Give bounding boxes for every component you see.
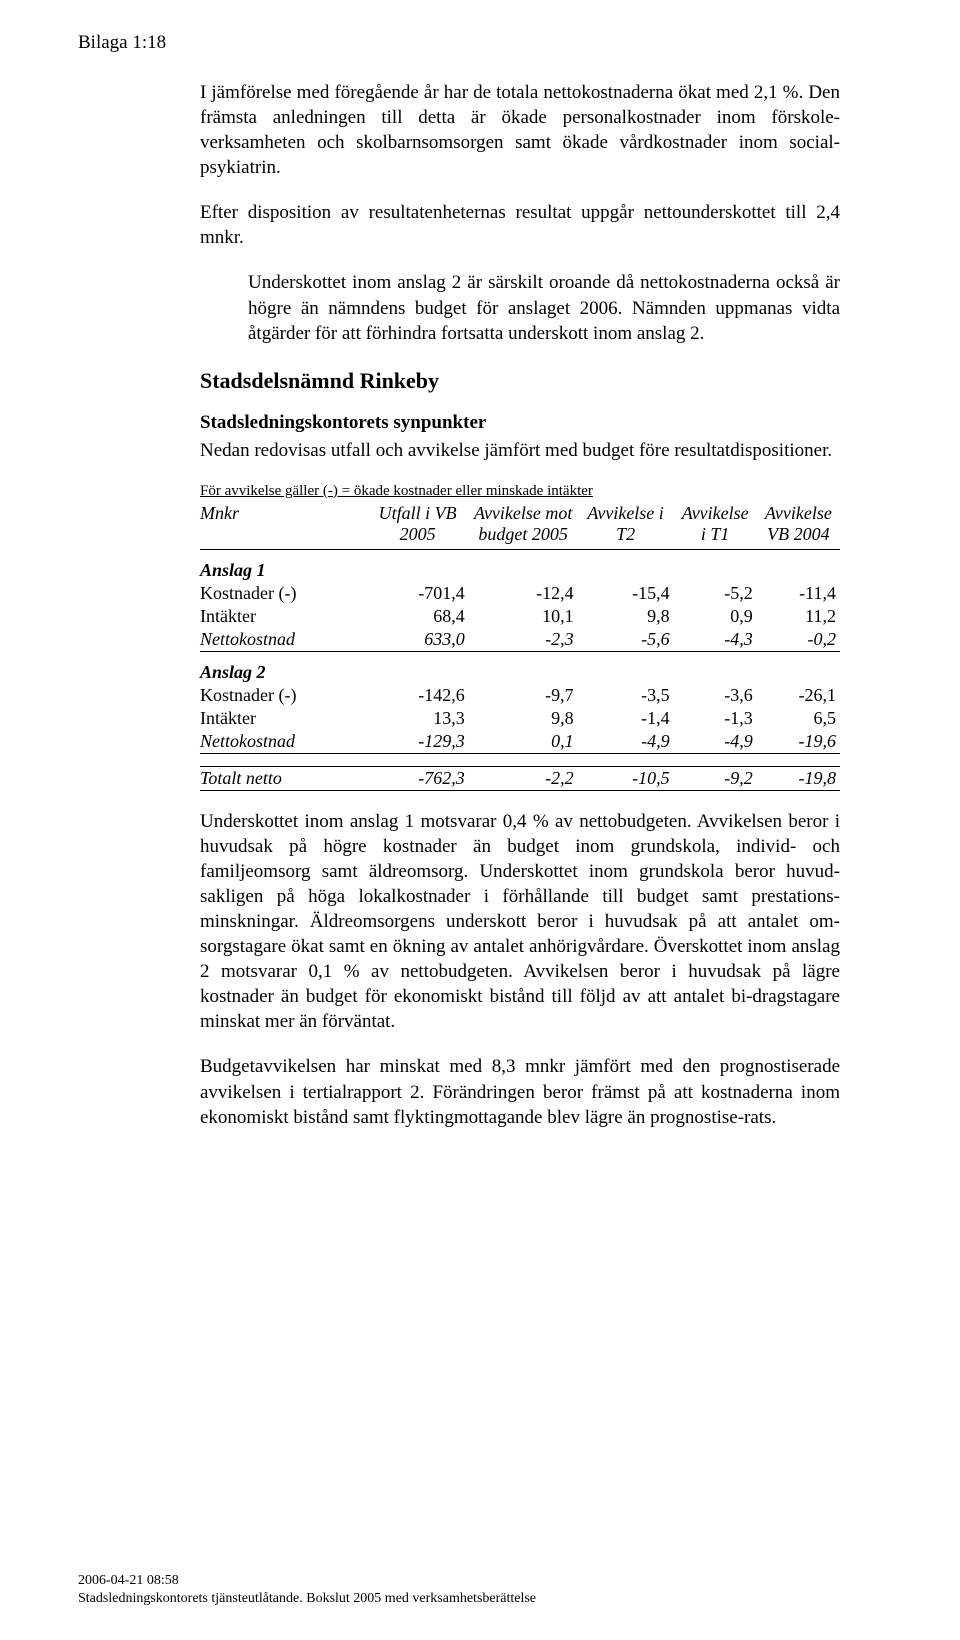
footer-timestamp: 2006-04-21 08:58 xyxy=(78,1572,536,1590)
footer-source: Stadsledningskontorets tjänsteutlåtande.… xyxy=(78,1590,536,1608)
cell: 11,2 xyxy=(757,605,840,628)
cell: 9,8 xyxy=(469,707,578,730)
section-title: Stadsdelsnämnd Rinkeby xyxy=(200,368,840,394)
footer: 2006-04-21 08:58 Stadsledningskontorets … xyxy=(78,1572,536,1608)
cell: -19,6 xyxy=(757,730,840,754)
cell: -10,5 xyxy=(578,766,674,790)
cell: -1,3 xyxy=(674,707,757,730)
cell: -0,2 xyxy=(757,628,840,652)
table-row: Intäkter 68,4 10,1 9,8 0,9 11,2 xyxy=(200,605,840,628)
paragraph-b: Budgetavvikelsen har minskat med 8,3 mnk… xyxy=(200,1054,840,1129)
row-label: Intäkter xyxy=(200,605,366,628)
indented-paragraph: Underskottet inom anslag 2 är särskilt o… xyxy=(200,270,840,345)
subheading: Stadsledningskontorets synpunkter xyxy=(200,412,840,434)
intro-paragraph: Nedan redovisas utfall och avvikelse jäm… xyxy=(200,438,840,463)
table-caption: För avvikelse gäller (-) = ökade kostnad… xyxy=(200,483,840,500)
cell: -11,4 xyxy=(757,582,840,605)
cell: -3,5 xyxy=(578,684,674,707)
cell: -4,9 xyxy=(578,730,674,754)
cell: -9,7 xyxy=(469,684,578,707)
table-row: Intäkter 13,3 9,8 -1,4 -1,3 6,5 xyxy=(200,707,840,730)
cell: 0,9 xyxy=(674,605,757,628)
header-avv-budget: Avvikelse mot budget 2005 xyxy=(469,502,578,550)
cell: -15,4 xyxy=(578,582,674,605)
cell: -762,3 xyxy=(366,766,468,790)
group2-label-row: Anslag 2 xyxy=(200,651,840,684)
cell: -5,2 xyxy=(674,582,757,605)
table-header: Mnkr Utfall i VB 2005 Avvikelse mot budg… xyxy=(200,502,840,550)
bilaga-label: Bilaga 1:18 xyxy=(78,32,166,54)
row-label: Nettokostnad xyxy=(200,730,366,754)
total-row: Totalt netto -762,3 -2,2 -10,5 -9,2 -19,… xyxy=(200,766,840,790)
financial-table: Mnkr Utfall i VB 2005 Avvikelse mot budg… xyxy=(200,502,840,791)
row-label: Intäkter xyxy=(200,707,366,730)
cell: -2,2 xyxy=(469,766,578,790)
header-avv-t1: Avvikelse i T1 xyxy=(674,502,757,550)
group1-label-row: Anslag 1 xyxy=(200,549,840,582)
paragraph-1: I jämförelse med föregående år har de to… xyxy=(200,80,840,180)
group1-label: Anslag 1 xyxy=(200,549,366,582)
cell: -701,4 xyxy=(366,582,468,605)
cell: -5,6 xyxy=(578,628,674,652)
total-label: Totalt netto xyxy=(200,766,366,790)
cell: -9,2 xyxy=(674,766,757,790)
cell: 10,1 xyxy=(469,605,578,628)
group1-netto-row: Nettokostnad 633,0 -2,3 -5,6 -4,3 -0,2 xyxy=(200,628,840,652)
row-label: Kostnader (-) xyxy=(200,582,366,605)
cell: -2,3 xyxy=(469,628,578,652)
cell: 13,3 xyxy=(366,707,468,730)
cell: -142,6 xyxy=(366,684,468,707)
group2-netto-row: Nettokostnad -129,3 0,1 -4,9 -4,9 -19,6 xyxy=(200,730,840,754)
cell: 68,4 xyxy=(366,605,468,628)
header-avv-vb2004: Avvikelse VB 2004 xyxy=(757,502,840,550)
group2-label: Anslag 2 xyxy=(200,651,366,684)
table-row: Kostnader (-) -142,6 -9,7 -3,5 -3,6 -26,… xyxy=(200,684,840,707)
row-label: Nettokostnad xyxy=(200,628,366,652)
cell: -3,6 xyxy=(674,684,757,707)
header-mnkr: Mnkr xyxy=(200,502,366,550)
cell: 9,8 xyxy=(578,605,674,628)
cell: -4,3 xyxy=(674,628,757,652)
header-avv-t2: Avvikelse i T2 xyxy=(578,502,674,550)
cell: -12,4 xyxy=(469,582,578,605)
cell: 0,1 xyxy=(469,730,578,754)
spacer-row xyxy=(200,753,840,766)
header-utfall: Utfall i VB 2005 xyxy=(366,502,468,550)
cell: 6,5 xyxy=(757,707,840,730)
row-label: Kostnader (-) xyxy=(200,684,366,707)
paragraph-2: Efter disposition av resultatenheternas … xyxy=(200,200,840,250)
cell: -1,4 xyxy=(578,707,674,730)
table-row: Kostnader (-) -701,4 -12,4 -15,4 -5,2 -1… xyxy=(200,582,840,605)
cell: -26,1 xyxy=(757,684,840,707)
page: Bilaga 1:18 I jämförelse med föregående … xyxy=(0,0,960,1640)
paragraph-a: Underskottet inom anslag 1 motsvarar 0,4… xyxy=(200,809,840,1035)
cell: -4,9 xyxy=(674,730,757,754)
cell: -129,3 xyxy=(366,730,468,754)
cell: 633,0 xyxy=(366,628,468,652)
cell: -19,8 xyxy=(757,766,840,790)
